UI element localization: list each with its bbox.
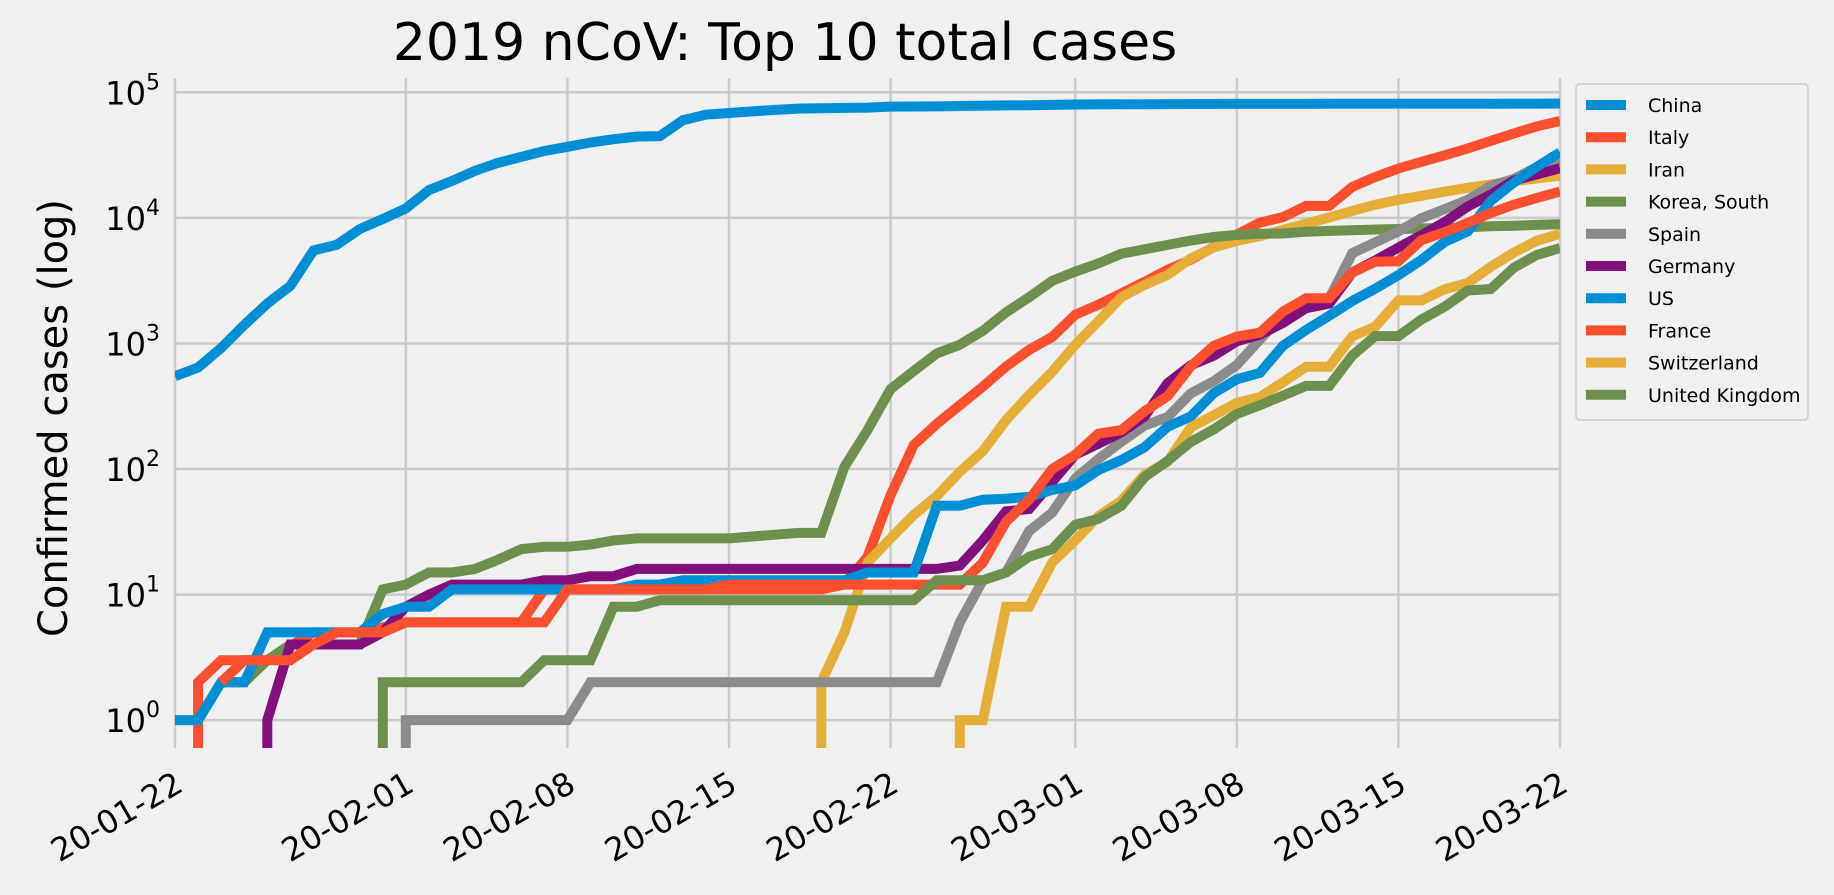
legend-label-italy: Italy — [1648, 127, 1689, 149]
legend-label-spain: Spain — [1648, 224, 1701, 246]
legend-label-us: US — [1648, 288, 1674, 310]
series-line-korea-south — [175, 219, 1560, 726]
legend: China Italy Iran Korea, South Spain Germany US… — [1575, 83, 1809, 421]
legend-label-korea-south: Korea, South — [1648, 192, 1769, 214]
y-tick-label: 104 — [105, 196, 160, 238]
grid-lines — [173, 78, 1562, 748]
chart-title: 2019 nCoV: Top 10 total cases — [393, 13, 1177, 73]
series-line-china — [175, 98, 1560, 381]
y-tick-label: 105 — [105, 70, 160, 112]
legend-label-china: China — [1648, 95, 1702, 117]
series-line-iran — [816, 170, 1560, 748]
series-line-switzerland — [954, 229, 1560, 748]
y-tick-label: 102 — [105, 447, 160, 489]
series-line-us — [175, 148, 1560, 726]
y-tick-label: 101 — [105, 573, 160, 615]
y-axis-label: Confirmed cases (log) — [31, 199, 77, 637]
series-line-france — [217, 186, 1560, 686]
series-lines — [175, 98, 1560, 748]
legend-label-united-kingdom: United Kingdom — [1648, 385, 1801, 407]
legend-label-germany: Germany — [1648, 256, 1735, 278]
y-tick-label: 100 — [105, 698, 160, 740]
legend-label-iran: Iran — [1648, 159, 1685, 181]
legend-label-switzerland: Switzerland — [1648, 353, 1759, 375]
legend-frame — [1575, 83, 1809, 421]
series-line-united-kingdom — [377, 243, 1560, 748]
y-tick-label: 103 — [105, 321, 160, 363]
y-tick-labels: 100 101 102 103 104 105 — [105, 70, 160, 740]
legend-label-france: France — [1648, 320, 1711, 342]
series-line-spain — [400, 155, 1560, 748]
